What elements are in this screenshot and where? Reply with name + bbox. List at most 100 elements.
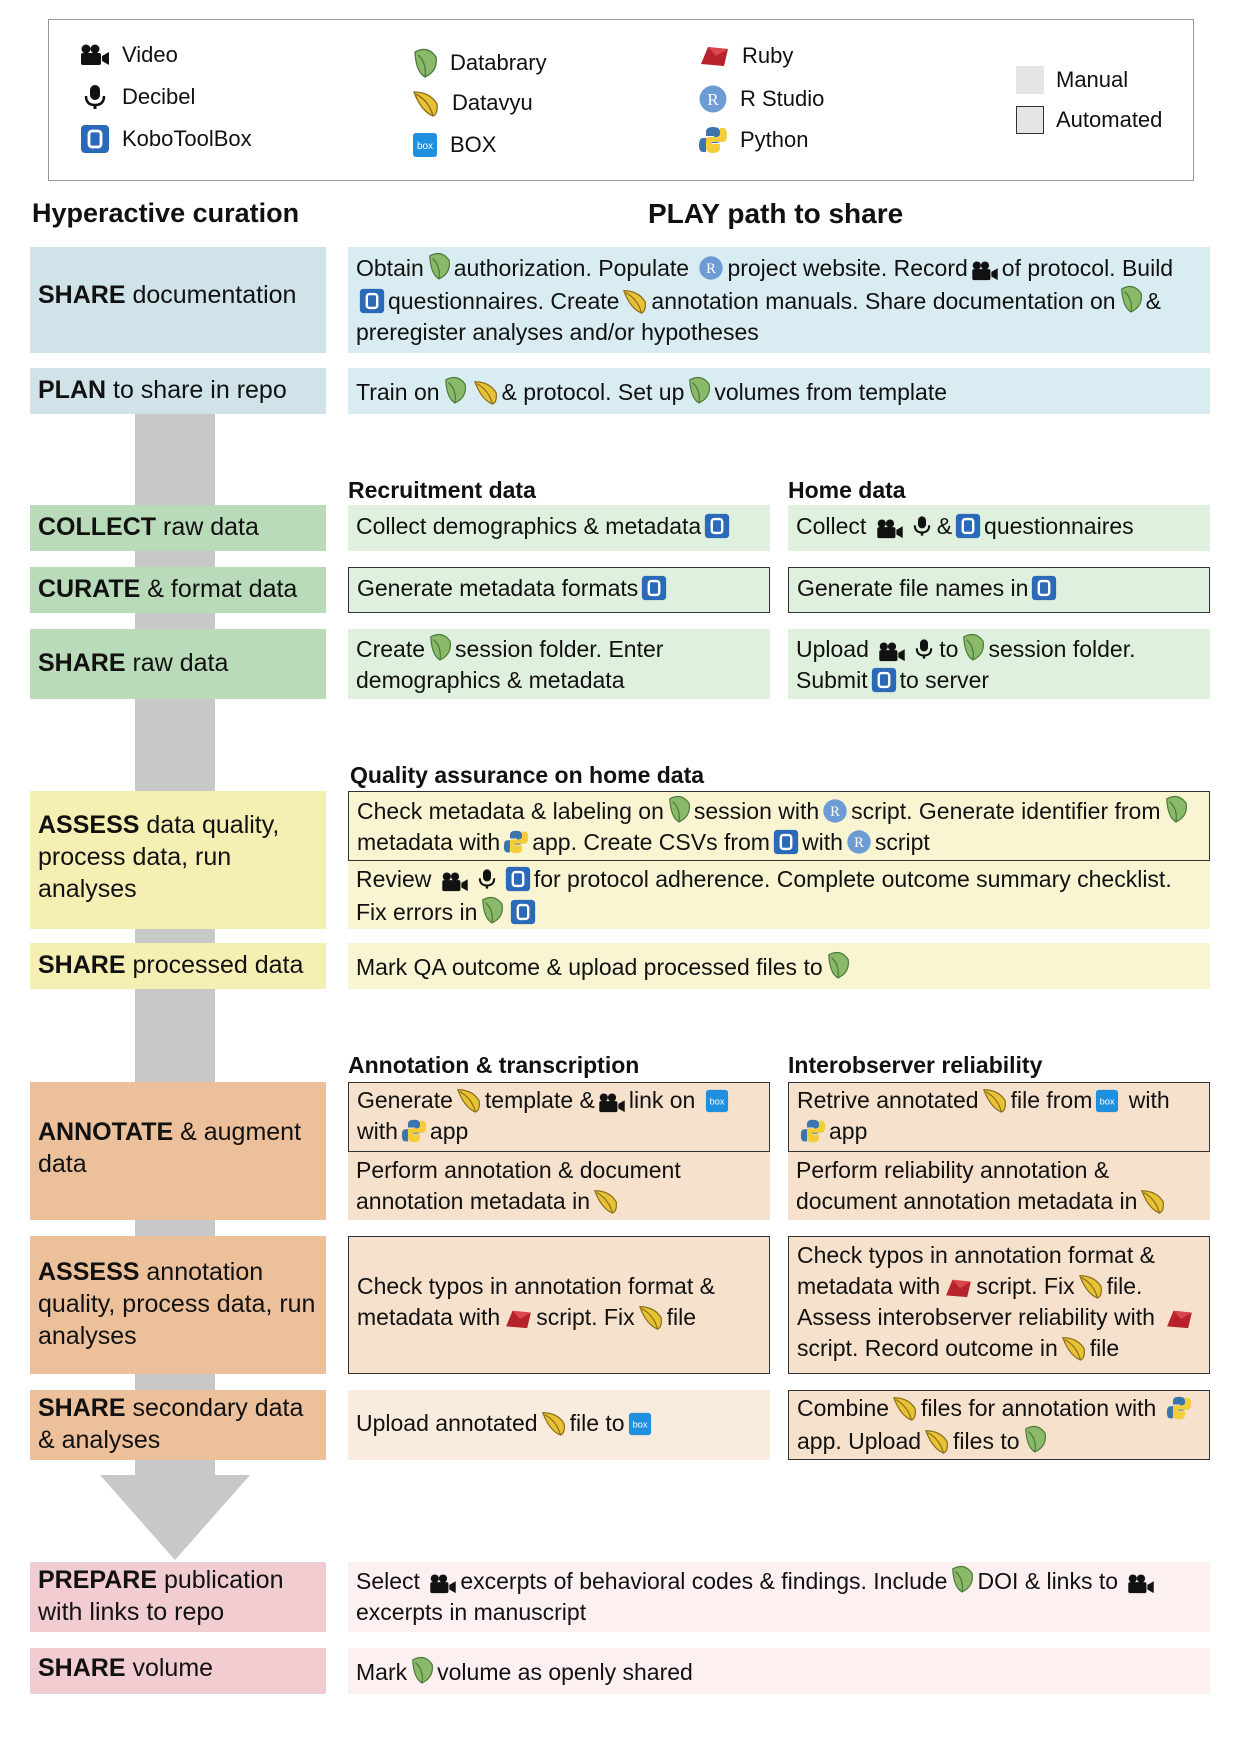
kobotoolbox-icon bbox=[505, 866, 530, 892]
legend-decibel: Decibel bbox=[80, 84, 195, 110]
legend-label: Decibel bbox=[122, 84, 196, 109]
datavyu-leaf-icon bbox=[638, 1306, 662, 1330]
databrary-leaf-icon bbox=[414, 48, 437, 78]
databrary-leaf-icon bbox=[412, 1656, 434, 1684]
ruby-icon bbox=[946, 1279, 972, 1298]
legend-label: KoboToolBox bbox=[122, 126, 252, 151]
kobotoolbox-icon bbox=[1032, 575, 1057, 601]
legend-box: box BOX bbox=[412, 132, 496, 158]
svg-text:R: R bbox=[830, 804, 840, 820]
legend-label: R Studio bbox=[740, 86, 825, 111]
manual-swatch bbox=[1016, 66, 1044, 94]
legend-datavyu: Datavyu bbox=[412, 89, 533, 117]
kobotoolbox-icon bbox=[773, 829, 799, 855]
legend-label: Databrary bbox=[450, 50, 547, 75]
legend-manual: Manual bbox=[1016, 66, 1128, 94]
legend-label: Datavyu bbox=[452, 90, 533, 115]
stage-plan: PLAN to share in repo bbox=[30, 368, 326, 414]
databrary-leaf-icon bbox=[669, 795, 690, 823]
collect-recruitment-box: Collect demographics & metadata bbox=[348, 505, 770, 551]
datavyu-leaf-icon bbox=[925, 1430, 949, 1454]
r-studio-icon: R bbox=[699, 85, 727, 113]
databrary-leaf-icon bbox=[952, 1565, 974, 1593]
svg-text:R: R bbox=[707, 90, 719, 109]
box-icon: box bbox=[628, 1412, 651, 1436]
microphone-icon bbox=[916, 639, 933, 659]
legend-video: Video bbox=[80, 42, 178, 68]
box-icon: box bbox=[1096, 1089, 1119, 1113]
microphone-icon bbox=[913, 516, 930, 536]
stage-annotate: ANNOTATE & augment data bbox=[30, 1082, 326, 1220]
databrary-leaf-icon bbox=[444, 376, 466, 404]
python-icon bbox=[699, 127, 727, 153]
home-header: Home data bbox=[788, 477, 906, 503]
legend-kobotoolbox: KoboToolBox bbox=[80, 124, 252, 154]
legend-automated: Automated bbox=[1016, 106, 1162, 134]
ruby-icon bbox=[1167, 1310, 1193, 1329]
svg-text:box: box bbox=[709, 1097, 724, 1107]
kobotoolbox-icon bbox=[642, 575, 667, 601]
right-title: PLAY path to share bbox=[648, 198, 904, 229]
automated-swatch bbox=[1016, 106, 1044, 134]
collect-home-box: Collect & questionnaires bbox=[788, 505, 1210, 551]
datavyu-leaf-icon bbox=[541, 1412, 565, 1436]
video-camera-icon bbox=[879, 642, 906, 662]
video-camera-icon bbox=[599, 1093, 625, 1113]
prepare-box: Select excerpts of behavioral codes & fi… bbox=[348, 1562, 1210, 1632]
legend bbox=[48, 19, 1194, 181]
qa-manual-box: Review for protocol adherence. Complete … bbox=[348, 861, 1210, 929]
databrary-leaf-icon bbox=[1024, 1425, 1046, 1453]
kobotoolbox-icon bbox=[81, 125, 109, 153]
ruby-icon bbox=[701, 47, 728, 66]
interobserver-automated-box: Retrive annotated file from box withapp bbox=[788, 1082, 1210, 1152]
microphone-icon bbox=[478, 869, 496, 889]
video-camera-icon bbox=[430, 1574, 457, 1594]
legend-label: Ruby bbox=[742, 43, 794, 68]
annotation-manual-box: Perform annotation & document annotation… bbox=[348, 1152, 770, 1220]
share-secondary-left-box: Upload annotated file to box bbox=[348, 1390, 770, 1460]
datavyu-leaf-icon bbox=[623, 290, 647, 314]
video-camera-icon bbox=[972, 261, 998, 281]
stage-curate: CURATE & format data bbox=[30, 567, 326, 613]
datavyu-leaf-icon bbox=[1078, 1275, 1102, 1299]
assess-annotation-left-box: Check typos in annotation format & metad… bbox=[348, 1236, 770, 1374]
recruitment-header: Recruitment data bbox=[348, 477, 536, 503]
datavyu-leaf-icon bbox=[456, 1089, 480, 1113]
r-studio-icon: R bbox=[847, 830, 871, 854]
stage-share-documentation: SHARE documentation bbox=[30, 247, 326, 353]
python-icon bbox=[1166, 1396, 1191, 1420]
assess-annotation-right-box: Check typos in annotation format & metad… bbox=[788, 1236, 1210, 1374]
plan-box: Train on & protocol. Set up volumes from t… bbox=[348, 368, 1210, 414]
datavyu-leaf-icon bbox=[1061, 1337, 1085, 1361]
interobserver-manual-box: Perform reliability annotation & documen… bbox=[788, 1152, 1210, 1220]
video-camera-icon bbox=[1128, 1574, 1155, 1594]
datavyu-leaf-icon bbox=[982, 1089, 1006, 1113]
databrary-leaf-icon bbox=[827, 951, 849, 979]
python-icon bbox=[800, 1119, 826, 1143]
kobotoolbox-icon bbox=[955, 513, 981, 539]
share-processed-box: Mark QA outcome & upload processed files… bbox=[348, 943, 1210, 989]
annotation-automated-box: Generate template & link on box with app bbox=[348, 1082, 770, 1152]
legend-label: Manual bbox=[1056, 67, 1129, 92]
curate-home-box: Generate file names in bbox=[788, 567, 1210, 613]
r-studio-icon: R bbox=[699, 256, 724, 280]
stage-prepare: PREPARE publication with links to repo bbox=[30, 1562, 326, 1632]
databrary-leaf-icon bbox=[430, 633, 452, 661]
video-camera-icon bbox=[876, 519, 903, 539]
python-icon bbox=[504, 830, 529, 854]
legend-rstudio: R R Studio bbox=[698, 84, 824, 114]
kobotoolbox-icon bbox=[359, 288, 385, 314]
microphone-icon bbox=[84, 85, 106, 109]
video-camera-icon bbox=[442, 872, 468, 892]
stage-share-processed: SHARE processed data bbox=[30, 943, 326, 989]
python-icon bbox=[401, 1119, 427, 1143]
stage-share-volume: SHARE volume bbox=[30, 1648, 326, 1694]
legend-python: Python bbox=[698, 125, 809, 155]
datavyu-leaf-icon bbox=[473, 381, 497, 405]
kobotoolbox-icon bbox=[705, 513, 730, 539]
datavyu-leaf-icon bbox=[1141, 1190, 1165, 1214]
stage-collect: COLLECT raw data bbox=[30, 505, 326, 551]
legend-label: Video bbox=[122, 42, 178, 67]
svg-text:box: box bbox=[632, 1420, 647, 1430]
svg-text:box: box bbox=[417, 141, 433, 152]
